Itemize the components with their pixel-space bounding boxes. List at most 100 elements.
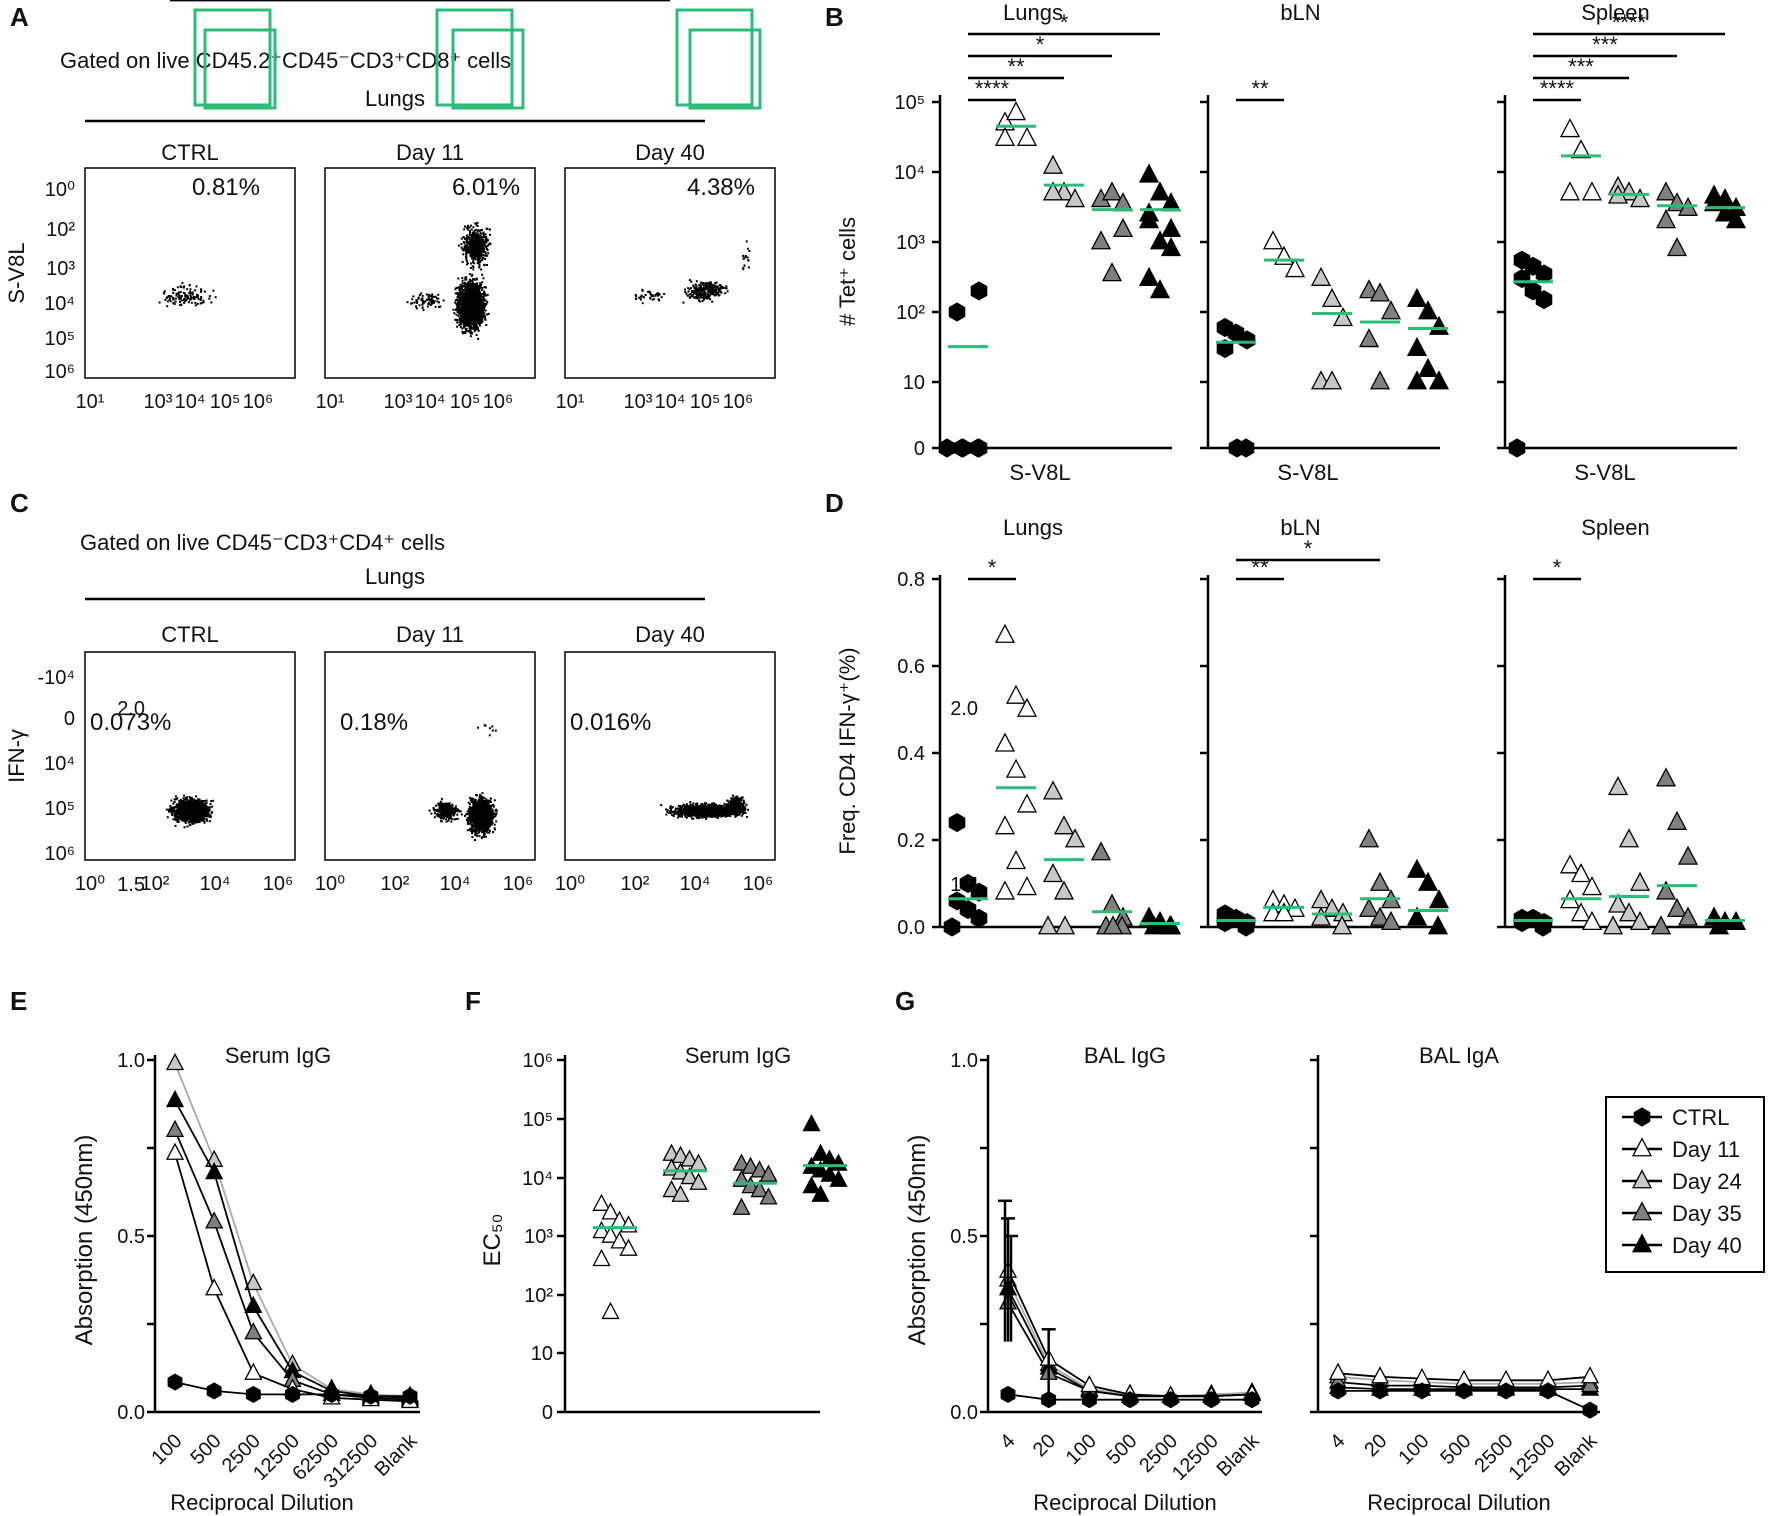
event-dot [689,293,692,295]
event-dot [458,324,461,327]
event-dot [469,822,472,825]
event-dot [181,800,184,803]
event-dot [471,285,474,288]
event-dot [746,256,749,259]
event-dot [469,248,472,251]
event-dot [482,277,485,280]
event-dot [696,287,698,290]
event-dot [181,814,184,817]
event-dot [460,298,463,301]
event-dot [701,300,704,303]
event-dot [479,306,482,309]
event-dot [454,299,457,302]
event-dot [708,287,710,290]
event-dot [691,290,693,292]
event-dot [479,299,481,302]
event-dot [187,809,190,812]
event-dot [695,285,698,288]
event-dot [464,246,466,249]
event-dot [416,299,419,302]
event-dot [208,806,211,809]
event-dot [426,298,429,301]
event-dot [480,312,483,314]
event-dot [475,236,478,239]
event-dot [461,294,464,297]
event-dot [467,320,470,323]
event-dot [421,301,424,304]
event-dot [725,285,728,288]
event-dot [478,322,481,325]
event-dot [175,798,178,801]
event-dot [475,830,477,833]
events-A-0 [158,282,217,308]
event-dot [469,803,471,806]
event-dot [480,253,483,256]
event-dot [484,251,487,254]
event-dot [192,819,195,822]
event-dot [191,822,194,825]
event-dot [188,804,191,807]
event-dot [701,283,704,286]
event-dot [658,293,661,296]
event-dot [173,801,176,803]
event-dot [471,246,473,249]
event-dot [203,812,205,815]
event-dot [470,303,473,306]
event-dot [695,296,697,299]
event-dot [474,327,477,330]
event-dot [469,332,472,335]
event-dot [471,241,473,244]
event-dot [463,310,466,313]
event-dot [189,814,192,817]
event-dot [180,811,183,814]
event-dot [208,814,211,817]
event-dot [199,815,202,818]
event-dot [492,805,495,808]
event-dot [181,817,183,819]
event-dot [471,248,474,251]
event-dot [485,245,487,248]
event-dot [712,284,715,287]
event-dot [477,329,480,332]
event-dot [189,813,192,815]
event-dot [470,313,473,316]
event-dot [429,299,432,302]
event-dot [467,224,469,227]
event-dot [459,307,461,310]
event-dot [203,818,206,821]
event-dot [476,794,478,797]
event-dot [715,281,718,284]
event-dot [462,292,465,295]
event-dot [176,286,179,289]
event-dot [460,323,462,326]
event-dot [180,804,182,807]
event-dot [421,303,424,306]
event-dot [472,250,475,253]
event-dot [477,235,480,238]
event-dot [421,294,424,297]
event-dot [474,240,477,243]
event-dot [480,306,483,309]
event-dot [460,287,462,290]
gate-percent-C-1: 0.18% [340,709,408,736]
gate-box-C-1 [435,8,514,107]
event-dot [486,249,489,251]
event-dot [473,298,476,301]
event-dot [484,316,487,319]
event-dot [474,253,477,256]
event-dot [460,237,463,240]
event-dot [206,809,209,812]
event-dot [470,310,473,313]
event-dot [468,317,471,320]
event-dot [163,290,166,293]
event-dot [466,810,469,813]
event-dot [495,813,497,816]
event-dot [466,246,469,249]
event-dot [169,807,172,810]
event-dot [177,820,180,823]
event-dot [481,305,483,308]
event-dot [471,291,473,294]
event-dot [203,813,206,816]
event-dot [200,288,203,291]
gate-box-A-1 [451,28,525,110]
